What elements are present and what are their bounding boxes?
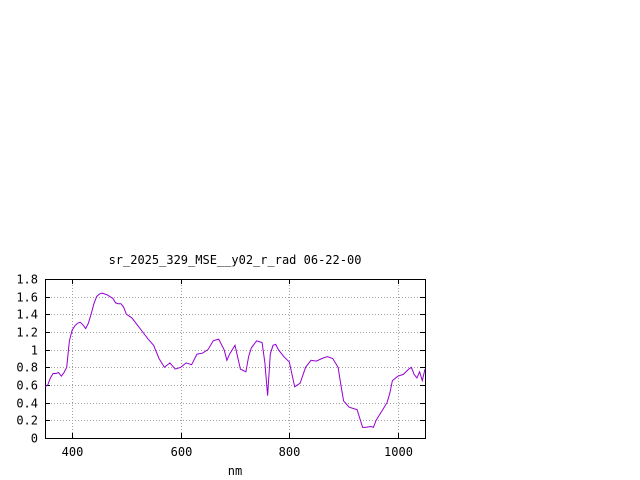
ticks: [45, 279, 425, 439]
x-tick-label: 800: [279, 445, 301, 459]
plot-frame: [45, 279, 426, 439]
x-tick-labels: 400 600 800 1000: [62, 445, 413, 459]
y-tick-label: 1.8: [16, 273, 38, 287]
y-tick-label: 1.6: [16, 291, 38, 305]
y-tick-label: 0.2: [16, 414, 38, 428]
x-tick-label: 1000: [384, 445, 413, 459]
y-tick-label: 0: [31, 432, 38, 446]
x-axis-label: nm: [228, 464, 242, 478]
x-tick-label: 400: [62, 445, 84, 459]
y-tick-label: 1.2: [16, 326, 38, 340]
y-tick-label: 0.8: [16, 361, 38, 375]
y-tick-label: 0.6: [16, 379, 38, 393]
x-tick-label: 600: [171, 445, 193, 459]
y-tick-label: 1: [31, 344, 38, 358]
grid: [45, 279, 425, 438]
y-tick-label: 0.4: [16, 397, 38, 411]
chart-title: sr_2025_329_MSE__y02_r_rad 06-22-00: [109, 253, 362, 267]
series-line: [44, 292, 426, 429]
y-tick-label: 1.4: [16, 308, 38, 322]
y-tick-labels: 0 0.2 0.4 0.6 0.8 1 1.2 1.4 1.6 1.8: [16, 273, 38, 446]
